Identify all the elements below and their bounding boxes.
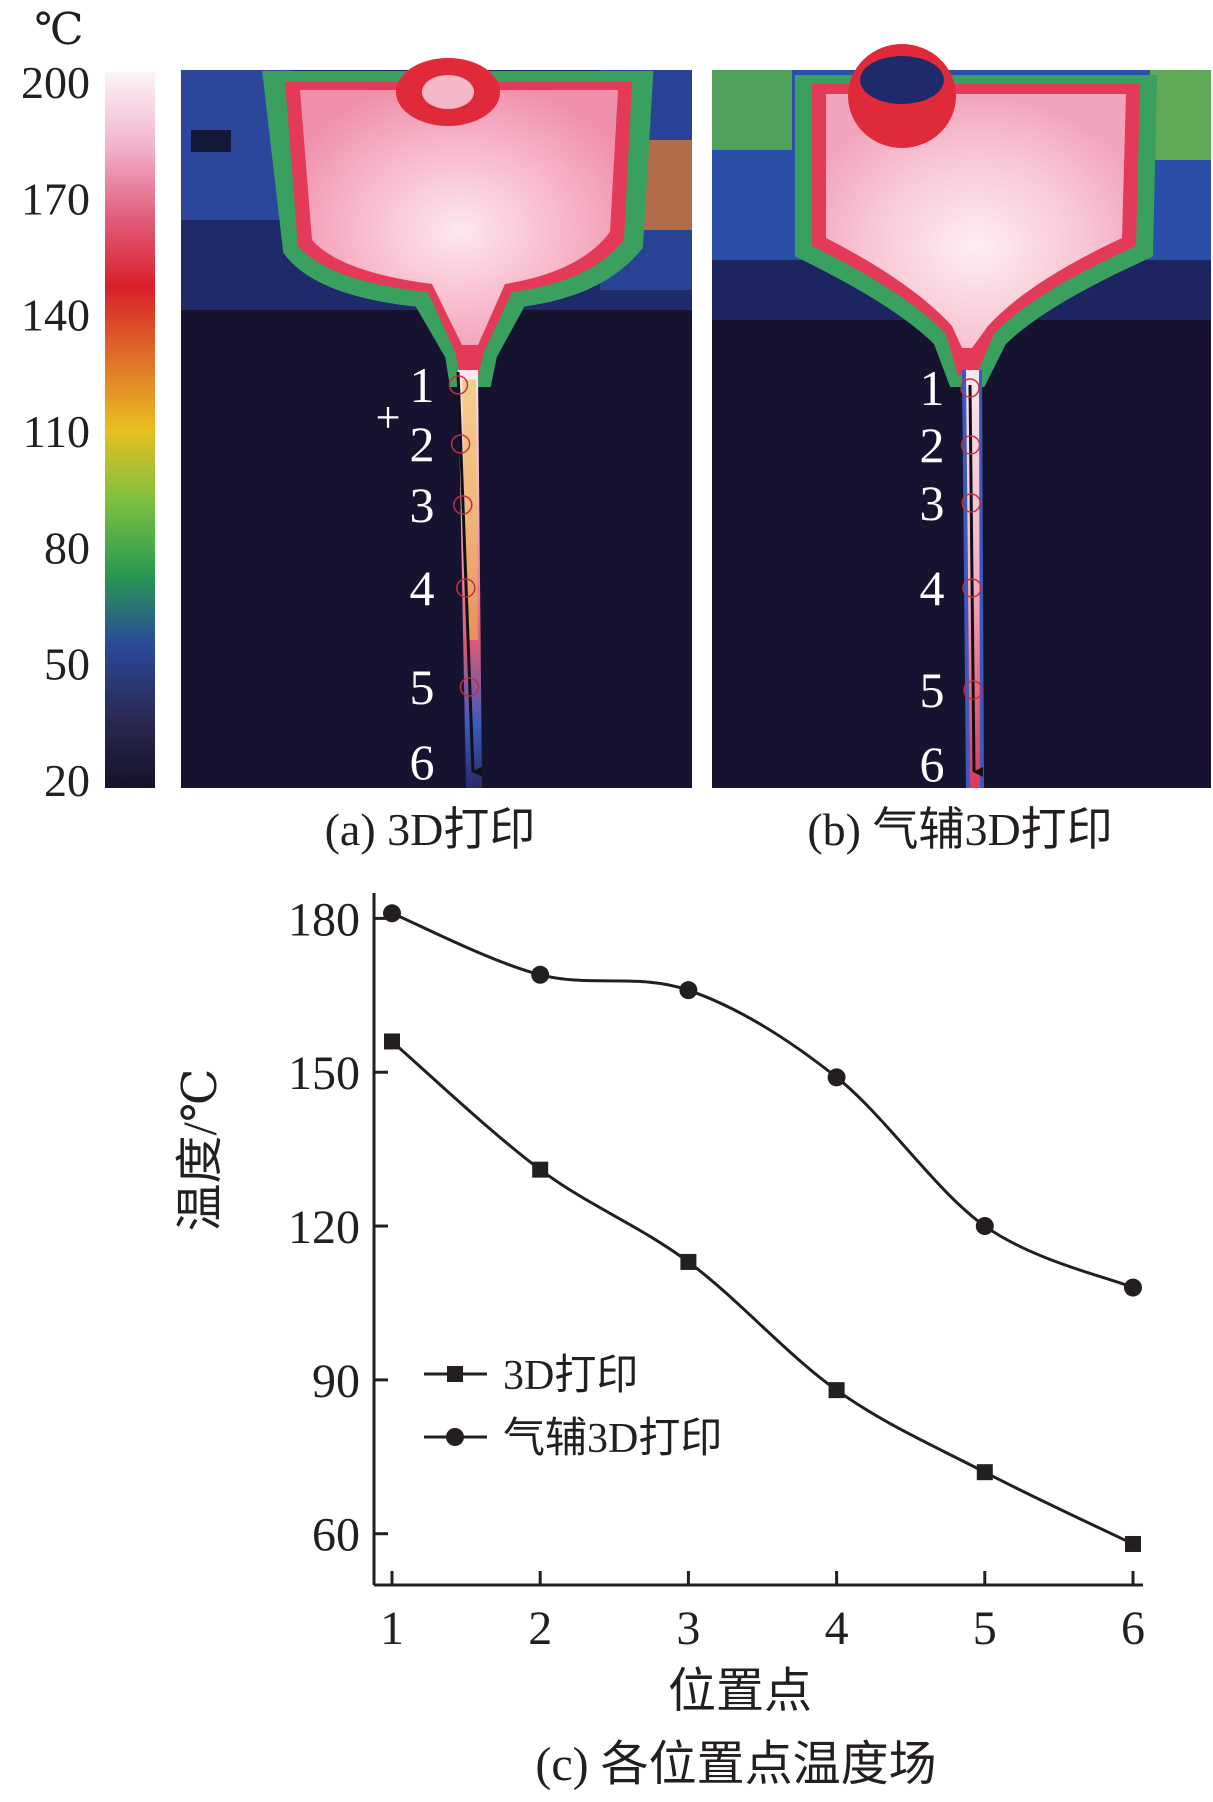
data-point	[975, 1217, 994, 1236]
x-tick-label: 5	[973, 1602, 997, 1655]
probe-point-label: 5	[920, 662, 945, 718]
probe-point-label: 3	[410, 477, 435, 533]
x-tick-label: 2	[528, 1602, 552, 1655]
series-line	[391, 911, 1134, 1289]
data-point	[828, 1382, 845, 1399]
legend-marker	[447, 1366, 463, 1382]
colorbar-tick-label: 170	[21, 173, 90, 224]
chart-series	[383, 904, 1142, 1552]
colorbar-tick-label: 20	[44, 755, 90, 806]
colorbar: ℃ 200 170 140 110 80 50 20	[21, 5, 155, 806]
probe-point-label: 6	[410, 734, 435, 790]
legend-marker	[446, 1428, 464, 1446]
thermal-image-b	[712, 44, 1211, 788]
y-tick-label: 90	[312, 1355, 360, 1408]
y-tick-label: 60	[312, 1509, 360, 1562]
thermal-annotations-a: 123 4 5 6 +	[376, 357, 483, 790]
colorbar-tick-label: 80	[44, 522, 90, 573]
series-2	[383, 904, 1142, 1297]
temperature-probe-arrow	[456, 371, 483, 777]
colorbar-tick-label: 110	[23, 406, 90, 457]
x-tick-label: 1	[380, 1602, 404, 1655]
caption-a: (a) 3D打印	[325, 804, 536, 855]
probe-point-marker	[450, 434, 471, 454]
probe-point-label: 3	[920, 475, 945, 531]
data-point	[1125, 1535, 1141, 1552]
x-tick-label: 3	[676, 1602, 700, 1655]
data-point	[532, 1161, 549, 1178]
chart-caption: (c) 各位置点温度场	[535, 1738, 936, 1791]
data-point	[383, 904, 401, 923]
probe-point-marker	[960, 378, 980, 398]
colorbar-ticks: 200 170 140 110 80 50 20	[21, 57, 90, 806]
probe-point-label: 4	[410, 560, 435, 616]
probe-point-marker	[456, 578, 476, 598]
caption-b: (b) 气辅3D打印	[807, 804, 1112, 855]
thermal-image-a	[181, 58, 692, 788]
probe-point-marker	[960, 435, 981, 455]
probe-point-label: 6	[920, 736, 945, 792]
probe-point-label: 2	[920, 417, 945, 473]
x-axis-label: 位置点	[668, 1665, 812, 1718]
y-tick-label: 120	[288, 1201, 360, 1254]
probe-point-label: 5	[410, 659, 435, 715]
data-point	[531, 965, 550, 984]
probe-point-label: 1	[920, 360, 945, 416]
data-point	[384, 1033, 400, 1050]
legend-label: 气辅3D打印	[503, 1416, 722, 1462]
probe-point-marker	[962, 578, 982, 598]
y-tick-label: 180	[288, 893, 360, 946]
probe-point-marker	[459, 677, 480, 697]
probe-point-marker	[448, 375, 469, 395]
data-point	[1124, 1278, 1142, 1297]
data-point	[679, 981, 698, 1000]
colorbar-unit: ℃	[34, 5, 83, 54]
legend-label: 3D打印	[503, 1353, 638, 1399]
colorbar-gradient	[105, 72, 155, 788]
series-1	[384, 1033, 1141, 1552]
probe-point-marker	[961, 493, 981, 513]
y-axis-label: 温度/℃	[174, 1068, 227, 1231]
series-line	[391, 1040, 1134, 1546]
data-point	[976, 1464, 993, 1481]
colorbar-tick-label: 200	[21, 57, 90, 108]
colorbar-tick-label: 50	[44, 639, 90, 690]
x-tick-label: 4	[825, 1602, 849, 1655]
x-tick-label: 6	[1121, 1602, 1145, 1655]
chart-axes: 60 90 120 150 180 1 2 3 4 5 6	[288, 893, 1145, 1655]
thermal-annotations-b: 123 4 5 6	[920, 360, 984, 792]
colorbar-tick-label: 140	[21, 290, 90, 341]
probe-point-label: 4	[920, 560, 945, 616]
probe-point-marker	[963, 680, 983, 700]
probe-point-label: 1	[410, 357, 435, 413]
probe-point-label: 2	[410, 416, 435, 472]
data-point	[680, 1253, 697, 1270]
y-tick-label: 150	[288, 1047, 360, 1100]
probe-point-marker	[453, 495, 473, 515]
cursor-marker: +	[376, 393, 401, 442]
data-point	[827, 1068, 846, 1087]
